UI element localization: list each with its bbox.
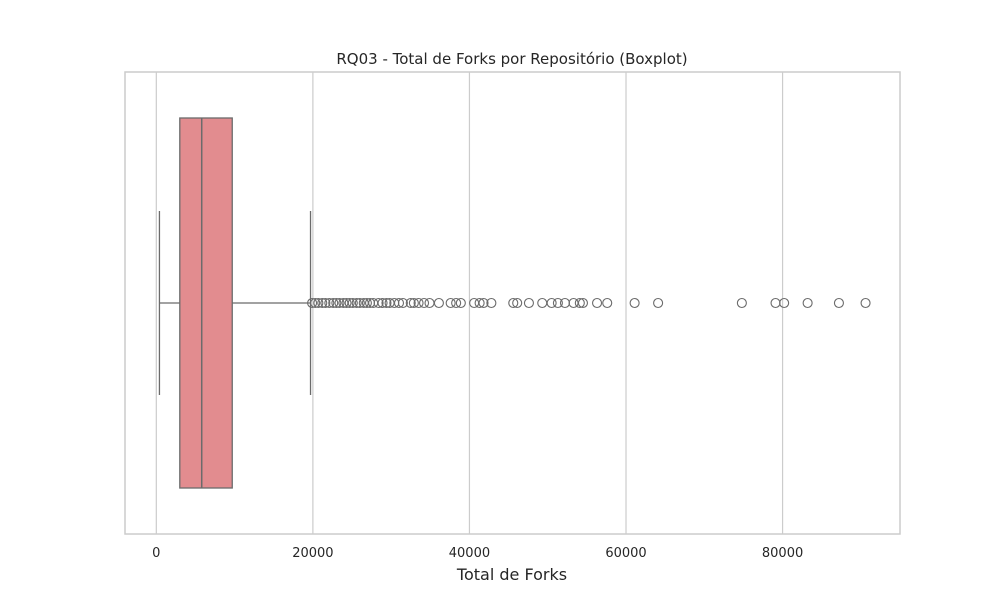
outlier-point bbox=[433, 297, 444, 309]
outlier-point bbox=[445, 297, 456, 309]
outlier-point bbox=[313, 297, 324, 309]
outlier-point bbox=[591, 297, 603, 309]
outlier-point bbox=[469, 297, 480, 309]
chart-title: RQ03 - Total de Forks por Repositório (B… bbox=[336, 50, 687, 68]
outlier-point bbox=[779, 297, 790, 309]
outlier-point bbox=[377, 297, 388, 309]
x-tick-label: 20000 bbox=[292, 546, 333, 561]
outlier-point bbox=[381, 297, 392, 309]
outlier-point bbox=[351, 297, 362, 309]
outlier-point bbox=[629, 297, 640, 309]
x-tick-label: 40000 bbox=[449, 546, 490, 561]
iqr-box bbox=[179, 117, 233, 489]
outlier-point bbox=[833, 297, 844, 309]
plot-frame bbox=[124, 71, 901, 535]
outlier-point bbox=[736, 297, 747, 309]
outlier-point bbox=[474, 297, 485, 309]
x-axis-ticks: 0 20000 40000 60000 80000 bbox=[152, 546, 803, 561]
outlier-point bbox=[361, 297, 372, 309]
outlier-point bbox=[508, 297, 519, 309]
outlier-point bbox=[334, 297, 345, 309]
outlier-point bbox=[307, 297, 318, 309]
outlier-point bbox=[324, 297, 335, 309]
outlier-point bbox=[574, 297, 585, 309]
outlier-point bbox=[397, 297, 408, 309]
outlier-point bbox=[341, 297, 352, 309]
outlier-point bbox=[317, 297, 328, 309]
outlier-point bbox=[653, 297, 664, 309]
outlier-point bbox=[451, 297, 462, 309]
outlier-point bbox=[523, 297, 534, 309]
x-tick-label: 0 bbox=[152, 546, 160, 561]
outlier-point bbox=[320, 297, 331, 309]
outlier-point bbox=[408, 297, 419, 309]
outlier-point bbox=[405, 297, 416, 309]
outlier-point bbox=[344, 297, 355, 309]
outlier-point bbox=[354, 297, 365, 309]
x-tick-label: 60000 bbox=[605, 546, 646, 561]
outlier-point bbox=[552, 297, 563, 309]
outlier-point bbox=[770, 297, 781, 309]
outlier-point bbox=[577, 297, 589, 309]
outlier-point bbox=[860, 297, 871, 309]
x-tick-label: 80000 bbox=[762, 546, 803, 561]
outlier-point bbox=[512, 297, 523, 309]
outlier-point bbox=[418, 297, 430, 309]
outlier-point bbox=[310, 297, 321, 309]
outlier-point bbox=[373, 297, 384, 309]
outlier-point bbox=[347, 297, 358, 309]
outlier-point bbox=[486, 297, 497, 309]
outlier-point bbox=[331, 297, 342, 309]
outlier-point bbox=[602, 297, 613, 309]
outlier-point bbox=[424, 297, 435, 309]
outlier-point bbox=[393, 297, 405, 309]
outlier-point bbox=[546, 297, 557, 309]
x-axis-label: Total de Forks bbox=[456, 565, 567, 584]
outlier-point bbox=[559, 297, 570, 309]
outlier-point bbox=[455, 297, 466, 309]
outlier-point bbox=[802, 297, 813, 309]
outlier-point bbox=[413, 297, 424, 309]
outlier-point bbox=[328, 297, 339, 309]
outlier-point bbox=[478, 297, 489, 309]
plot-area bbox=[158, 117, 871, 489]
outlier-point bbox=[537, 297, 548, 309]
